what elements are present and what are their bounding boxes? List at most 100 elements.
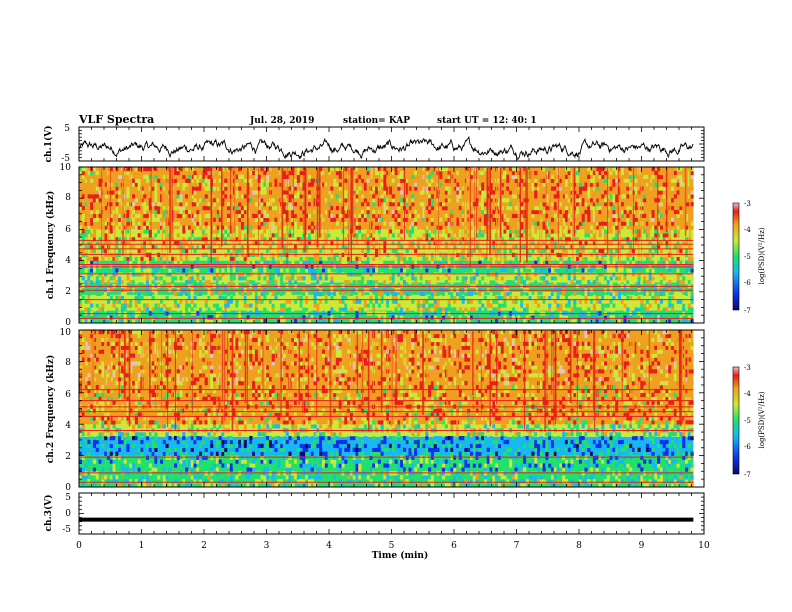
- spectrogram-cell: [165, 295, 169, 300]
- spectrogram-cell: [584, 295, 588, 300]
- spectrogram-cell: [260, 241, 264, 246]
- spectrogram-cell: [536, 248, 541, 254]
- spectrogram-cell: [567, 303, 571, 308]
- spectrogram-cell: [115, 272, 119, 277]
- spectrogram-cell: [623, 303, 627, 308]
- spectrogram-cell: [176, 241, 180, 246]
- spectrogram-cell: [422, 233, 426, 238]
- spectrogram-cell: [645, 256, 649, 261]
- spectrogram-cell: [319, 248, 323, 254]
- spectrogram-cell: [408, 206, 412, 211]
- spectrogram-cell: [400, 252, 404, 257]
- spectrogram-cell: [271, 202, 275, 207]
- spectrogram-cell: [690, 186, 694, 191]
- spectrogram-cell: [534, 280, 538, 285]
- spectrogram-cell: [185, 245, 189, 250]
- spectrogram-cell: [305, 213, 309, 218]
- spectrogram-cell: [363, 213, 367, 218]
- spectrogram-cell: [277, 272, 281, 277]
- spectrogram-cell: [193, 225, 197, 230]
- spectrogram-cell: [528, 252, 532, 257]
- spectrogram-cell: [280, 280, 284, 285]
- spectrogram-cell: [207, 272, 211, 277]
- spectrogram-cell: [271, 256, 275, 261]
- spectrogram-cell: [235, 303, 239, 308]
- spectrogram-cell: [469, 167, 474, 172]
- spectrogram-cell: [408, 229, 412, 234]
- spectrogram-cell: [461, 252, 465, 257]
- spectrogram-cell: [81, 241, 85, 246]
- spectrogram-cell: [310, 315, 314, 320]
- spectrogram-cell: [81, 268, 85, 273]
- spectrogram-cell: [500, 174, 504, 179]
- spectrogram-cell: [246, 291, 250, 296]
- spectrogram-cell: [671, 221, 675, 226]
- spectrogram-cell: [193, 213, 197, 218]
- spectrogram-cell: [249, 225, 253, 230]
- spectrogram-cell: [550, 202, 555, 207]
- spectrogram-cell: [416, 213, 420, 218]
- spectrogram-cell: [349, 272, 353, 277]
- spectrogram-cell: [260, 202, 264, 207]
- spectrogram-cell: [584, 291, 588, 296]
- spectrogram-cell: [425, 170, 429, 176]
- spectrogram-cell: [215, 256, 219, 261]
- spectrogram-cell: [520, 245, 524, 250]
- spectrogram-cell: [380, 291, 384, 296]
- spectrogram-cell: [425, 186, 429, 191]
- spectrogram-cell: [679, 202, 683, 207]
- spectrogram-cell: [126, 303, 130, 308]
- spectrogram-cell: [282, 252, 286, 257]
- spectrogram-cell: [534, 268, 538, 273]
- spectrogram-cell: [481, 190, 485, 195]
- spectrogram-cell: [375, 268, 379, 273]
- spectrogram-cell: [685, 202, 689, 207]
- spectrogram-cell: [196, 225, 200, 230]
- spectrogram-cell: [118, 295, 122, 300]
- spectrogram-cell: [296, 295, 300, 300]
- spectrogram-cell: [673, 315, 677, 320]
- spectrogram-cell: [651, 209, 655, 215]
- spectrogram-cell: [157, 268, 161, 273]
- spectrogram-cell: [592, 178, 596, 183]
- spectrogram-cell: [615, 198, 619, 203]
- spectrogram-cell: [553, 186, 557, 191]
- spectrogram-cell: [601, 252, 605, 257]
- spectrogram-cell: [305, 303, 309, 308]
- spectrogram-cell: [414, 260, 418, 265]
- spectrogram-cell: [391, 299, 395, 304]
- spectrogram-cell: [81, 217, 85, 222]
- spectrogram-cell: [182, 260, 186, 265]
- spectrogram-cell: [171, 256, 175, 261]
- spectrogram-cell: [162, 209, 166, 215]
- spectrogram-cell: [643, 190, 647, 195]
- spectrogram-cell: [90, 170, 94, 176]
- spectrogram-cell: [645, 233, 649, 238]
- spectrogram-cell: [511, 299, 515, 304]
- spectrogram-cell: [643, 174, 647, 179]
- spectrogram-cell: [570, 248, 574, 254]
- spectrogram-cell: [676, 291, 680, 296]
- spectrogram-cell: [366, 182, 370, 187]
- spectrogram-cell: [428, 174, 432, 179]
- spectrogram-cell: [665, 307, 669, 312]
- spectrogram-cell: [520, 315, 524, 320]
- spectrogram-cell: [171, 217, 175, 222]
- spectrogram-cell: [201, 248, 205, 254]
- spectrogram-cell: [679, 272, 683, 277]
- spectrogram-cell: [344, 303, 348, 308]
- spectrogram-cell: [361, 276, 365, 281]
- spectrogram-cell: [95, 299, 99, 304]
- spectrogram-cell: [380, 260, 384, 265]
- spectrogram-cell: [483, 299, 488, 304]
- spectrogram-cell: [609, 307, 613, 312]
- spectrogram-cell: [620, 233, 624, 238]
- spectrogram-cell: [442, 252, 446, 257]
- spectrogram-cell: [344, 260, 348, 265]
- spectrogram-cell: [288, 229, 292, 234]
- spectrogram-cell: [612, 217, 616, 222]
- ch1-ytick-label: -5: [61, 154, 70, 164]
- spectrogram-cell: [517, 174, 521, 179]
- spectrogram-cell: [154, 245, 158, 250]
- spectrogram-cell: [282, 209, 286, 215]
